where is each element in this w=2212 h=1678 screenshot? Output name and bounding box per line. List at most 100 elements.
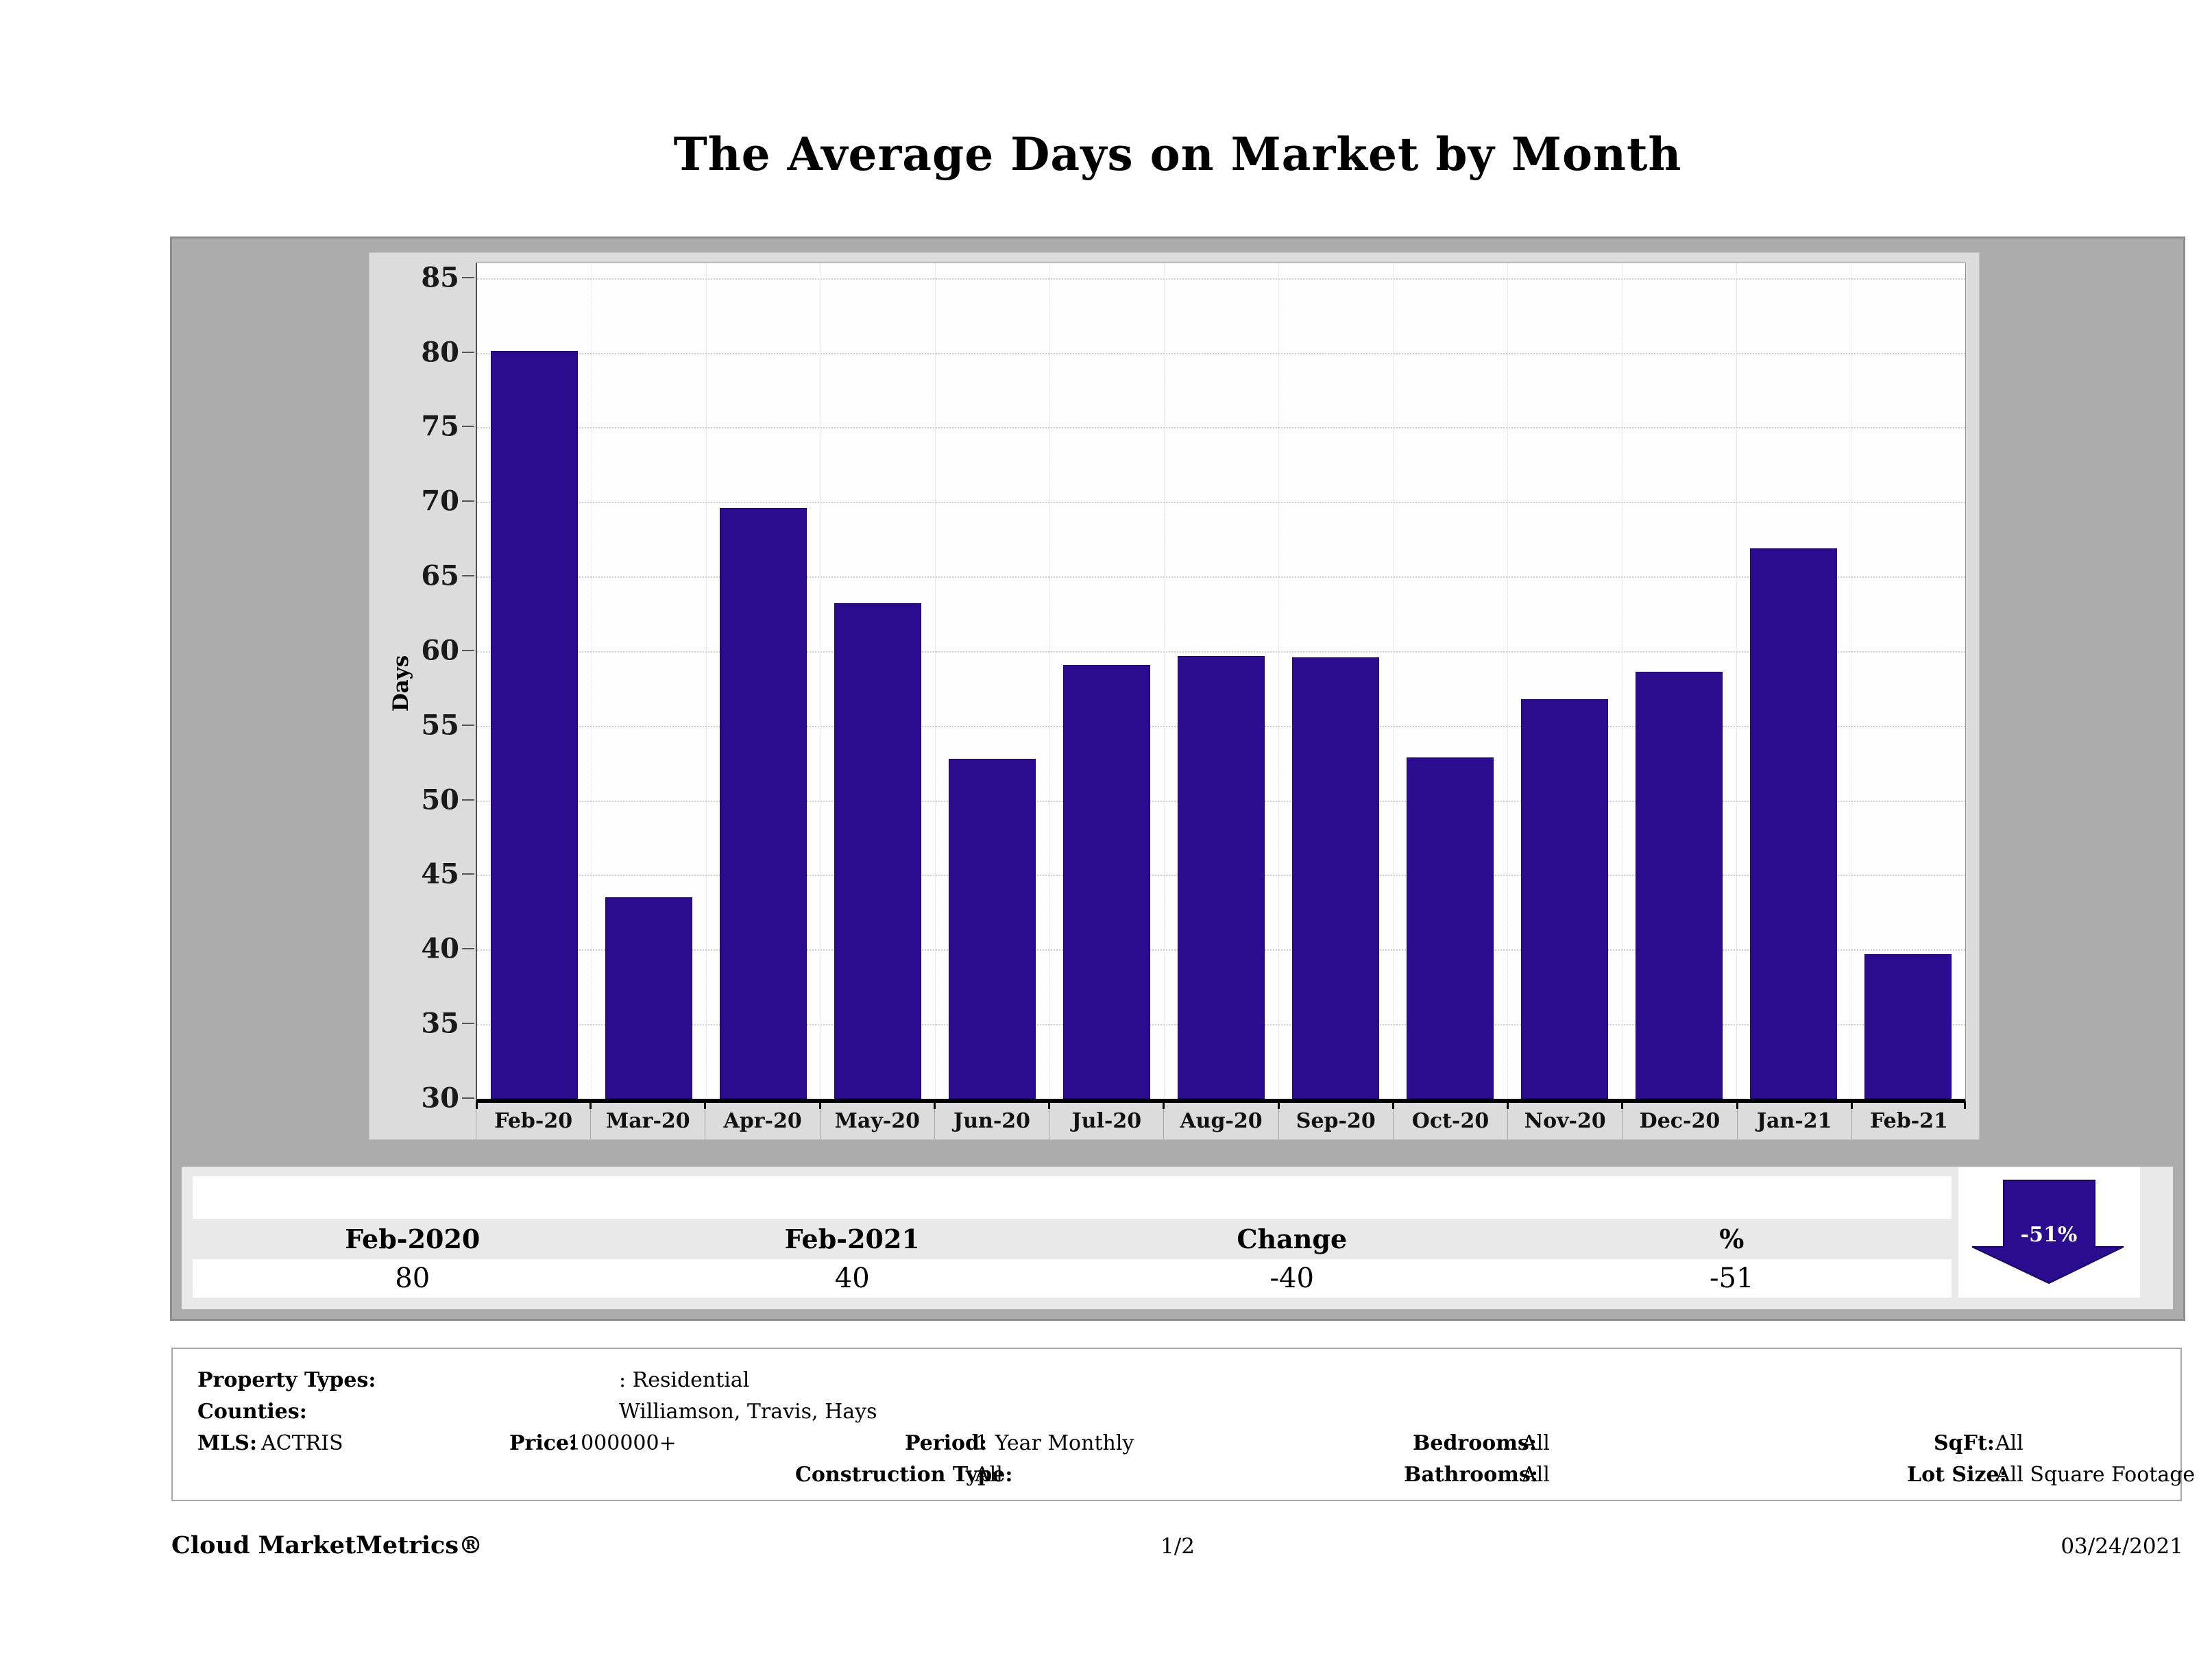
x-axis-tick-5 <box>1048 1103 1051 1109</box>
x-axis-tick-4 <box>933 1103 936 1109</box>
x-axis-tick-8 <box>1391 1103 1394 1109</box>
y-tick-mark-70 <box>462 500 474 502</box>
bedrooms-label: Bedrooms: <box>1413 1431 1537 1455</box>
x-axis-tick-13 <box>1964 1103 1966 1109</box>
page-title: The Average Days on Market by Month <box>673 127 1682 181</box>
counties-label: Counties: <box>197 1400 307 1424</box>
x-axis-tick-7 <box>1277 1103 1280 1109</box>
plot-area <box>476 263 1966 1103</box>
y-tick-mark-55 <box>462 724 474 726</box>
x-axis-label-Feb-20: Feb-20 <box>476 1103 590 1139</box>
gridline-x-5 <box>1049 263 1050 1099</box>
y-axis-title: Days <box>389 655 413 712</box>
y-tick-label-50: 50 <box>421 783 459 816</box>
x-axis-label-Dec-20: Dec-20 <box>1622 1103 1736 1139</box>
summary-value-0: 80 <box>395 1263 430 1294</box>
gridline-y-70 <box>477 502 1965 504</box>
y-tick-label-60: 60 <box>421 634 459 667</box>
x-axis-label-Nov-20: Nov-20 <box>1507 1103 1622 1139</box>
lot-size-value: All Square Footage <box>1995 1463 2196 1487</box>
summary-value-2: -40 <box>1269 1263 1314 1294</box>
filters-box: Property Types: : Residential Counties: … <box>171 1348 2195 1501</box>
footer-brand: Cloud MarketMetrics® <box>171 1531 483 1559</box>
summary-header-row: Feb-2020 Feb-2021 Change% <box>193 1219 1952 1259</box>
y-tick-label-30: 30 <box>421 1082 459 1115</box>
x-axis-label-May-20: May-20 <box>819 1103 934 1139</box>
bar-Jun-20 <box>949 758 1036 1099</box>
property-types-value: : Residential <box>619 1368 750 1392</box>
summary-header-Change: Change <box>1237 1224 1348 1254</box>
summary-table: Feb-2020 Feb-2021 Change% 80 40 -40 -51 <box>182 1167 2173 1309</box>
y-tick-label-55: 55 <box>421 709 459 742</box>
gridline-y-85 <box>477 278 1965 280</box>
bar-Feb-21 <box>1864 953 1952 1099</box>
y-tick-mark-45 <box>462 873 474 875</box>
gridline-x-8 <box>1393 263 1394 1099</box>
x-axis-label-Feb-21: Feb-21 <box>1851 1103 1966 1139</box>
period-label: Period: <box>905 1431 988 1455</box>
gridline-x-7 <box>1278 263 1279 1099</box>
counties-value: Williamson, Travis, Hays <box>619 1400 877 1424</box>
footer-date: 03/24/2021 <box>2061 1534 2183 1559</box>
y-tick-label-65: 65 <box>421 559 459 592</box>
down-arrow-icon: -51% <box>1971 1180 2124 1285</box>
gridline-x-9 <box>1507 263 1508 1099</box>
gridline-y-75 <box>477 427 1965 429</box>
y-tick-label-45: 45 <box>421 858 459 890</box>
mls-value: ACTRIS <box>261 1431 343 1455</box>
y-tick-label-35: 35 <box>421 1007 459 1040</box>
x-axis-label-Apr-20: Apr-20 <box>705 1103 819 1139</box>
summary-blank-row <box>193 1176 1952 1219</box>
x-axis-label-Aug-20: Aug-20 <box>1163 1103 1278 1139</box>
y-tick-label-80: 80 <box>421 336 459 369</box>
bar-Jan-21 <box>1750 548 1837 1099</box>
sqft-value: All <box>1995 1431 2023 1455</box>
gridline-x-2 <box>706 263 707 1099</box>
x-axis-labels: Feb-20 Mar-20 Apr-20 May-20 Jun-20 Jul-20 Aug-… <box>476 1103 1966 1139</box>
x-axis-label-Jun-20: Jun-20 <box>934 1103 1049 1139</box>
x-axis-tick-0 <box>476 1103 478 1109</box>
bar-May-20 <box>834 603 921 1099</box>
y-tick-mark-80 <box>462 351 474 353</box>
y-tick-mark-50 <box>462 799 474 801</box>
bar-Oct-20 <box>1407 757 1494 1099</box>
bedrooms-value: All <box>1522 1431 1550 1455</box>
gridline-x-11 <box>1736 263 1737 1099</box>
x-axis-tick-3 <box>818 1103 821 1109</box>
summary-header-%: % <box>1719 1224 1745 1254</box>
x-axis-label-Mar-20: Mar-20 <box>590 1103 705 1139</box>
trend-arrow-box: -51% <box>1958 1167 2140 1298</box>
property-types-label: Property Types: <box>197 1368 376 1392</box>
gridline-y-80 <box>477 352 1965 354</box>
gridline-y-65 <box>477 576 1965 579</box>
bar-Apr-20 <box>720 508 807 1099</box>
x-axis-label-Sep-20: Sep-20 <box>1278 1103 1393 1139</box>
down-arrow-shape <box>1971 1180 2124 1285</box>
trend-arrow-label: -51% <box>2021 1223 2078 1247</box>
gridline-x-4 <box>935 263 936 1099</box>
summary-value-3: -51 <box>1710 1263 1754 1294</box>
price-label: Price: <box>509 1431 577 1455</box>
bar-Jul-20 <box>1063 664 1150 1099</box>
gridline-x-6 <box>1164 263 1165 1099</box>
summary-header-Feb-2021: Feb-2021 <box>784 1224 920 1254</box>
summary-header-Feb-2020: Feb-2020 <box>345 1224 481 1254</box>
y-tick-label-70: 70 <box>421 485 459 518</box>
chart-panel: Days 30 35 40 45 50 55 60 65 70 75 80 85 Feb-20 Mar-… <box>369 252 1980 1140</box>
bar-Feb-20 <box>491 351 578 1099</box>
chart-container: Days 30 35 40 45 50 55 60 65 70 75 80 85 Feb-20 Mar-… <box>170 236 2185 1321</box>
y-tick-mark-35 <box>462 1023 474 1025</box>
y-tick-label-75: 75 <box>421 410 459 443</box>
footer-page-number: 1/2 <box>1160 1534 1195 1559</box>
gridline-y-60 <box>477 650 1965 653</box>
y-tick-mark-65 <box>462 575 474 577</box>
sqft-label: SqFt: <box>1934 1431 1995 1455</box>
y-tick-label-40: 40 <box>421 932 459 965</box>
period-value: 1 Year Monthly <box>975 1431 1134 1455</box>
y-tick-mark-40 <box>462 948 474 950</box>
bar-Mar-20 <box>605 897 692 1099</box>
y-tick-mark-85 <box>462 276 474 278</box>
x-axis-tick-11 <box>1736 1103 1738 1109</box>
y-tick-label-85: 85 <box>421 261 459 294</box>
bar-Aug-20 <box>1178 655 1265 1099</box>
